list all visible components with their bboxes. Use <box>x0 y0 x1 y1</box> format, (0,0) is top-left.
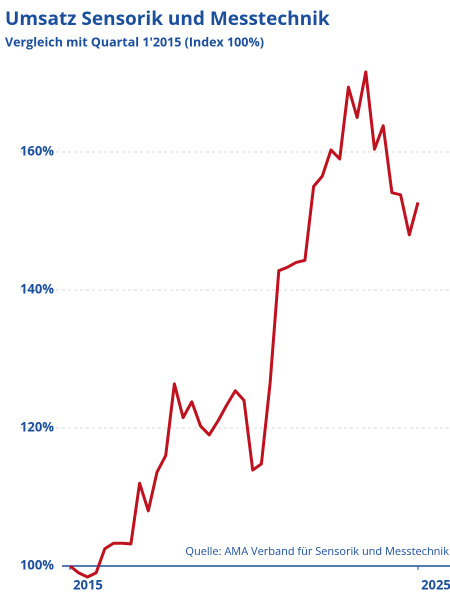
chart-subtitle: Vergleich mit Quartal 1'2015 (Index 100%… <box>5 33 264 50</box>
y-tick-label: 140% <box>20 279 54 297</box>
source-note: Quelle: AMA Verband für Sensorik und Mes… <box>185 544 449 559</box>
chart-title: Umsatz Sensorik und Messtechnik <box>5 5 330 31</box>
x-tick-label: 2015 <box>73 575 103 593</box>
x-tick-label: 2025 <box>421 575 450 593</box>
y-tick-label: 160% <box>20 141 54 159</box>
data-line <box>69 70 420 579</box>
y-tick-label: 120% <box>20 417 54 435</box>
y-tick-label: 100% <box>20 555 54 573</box>
